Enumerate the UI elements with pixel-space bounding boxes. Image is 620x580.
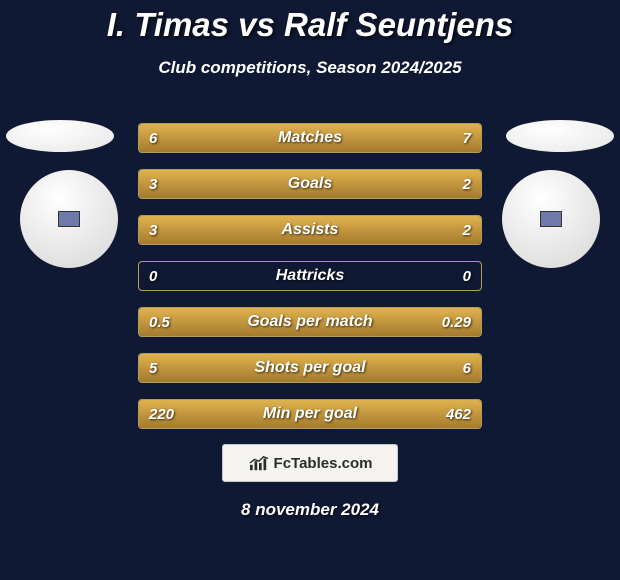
stat-value-left: 3 xyxy=(149,170,157,198)
stat-value-right: 6 xyxy=(463,354,471,382)
stat-value-left: 220 xyxy=(149,400,174,428)
stat-value-left: 0.5 xyxy=(149,308,170,336)
chart-icon xyxy=(248,454,270,472)
player-right-oval xyxy=(506,120,614,152)
player-left-oval xyxy=(6,120,114,152)
stat-label: Hattricks xyxy=(139,262,481,290)
date: 8 november 2024 xyxy=(0,500,620,520)
stat-row: Goals per match0.5 0.29 xyxy=(138,307,482,337)
stat-value-right: 2 xyxy=(463,216,471,244)
stats-bars: Matches67Goals32Assists32Hattricks00Goal… xyxy=(138,123,482,445)
brand-box: FcTables.com xyxy=(222,444,398,482)
brand-text: FcTables.com xyxy=(274,455,373,472)
subtitle: Club competitions, Season 2024/2025 xyxy=(0,58,620,78)
stat-label: Goals xyxy=(139,170,481,198)
player-left-photo xyxy=(20,170,118,268)
stat-value-right: 0 xyxy=(463,262,471,290)
stat-value-left: 3 xyxy=(149,216,157,244)
stat-value-right: 7 xyxy=(463,124,471,152)
stat-row: Hattricks0 0 xyxy=(138,261,482,291)
stat-label: Min per goal xyxy=(139,400,481,428)
stat-label: Goals per match xyxy=(139,308,481,336)
stat-label: Matches xyxy=(139,124,481,152)
stat-value-left: 0 xyxy=(149,262,157,290)
stat-label: Assists xyxy=(139,216,481,244)
stat-value-right: 0.29 xyxy=(442,308,471,336)
page-title: I. Timas vs Ralf Seuntjens xyxy=(0,0,620,44)
stat-row: Goals3 2 xyxy=(138,169,482,199)
stat-row: Assists3 2 xyxy=(138,215,482,245)
player-right-photo xyxy=(502,170,600,268)
stat-row: Min per goal220 462 xyxy=(138,399,482,429)
stat-row: Matches6 7 xyxy=(138,123,482,153)
stat-label: Shots per goal xyxy=(139,354,481,382)
stat-row: Shots per goal5 6 xyxy=(138,353,482,383)
stat-value-right: 462 xyxy=(446,400,471,428)
flag-icon xyxy=(540,211,562,227)
flag-icon xyxy=(58,211,80,227)
stat-value-left: 5 xyxy=(149,354,157,382)
stat-value-right: 2 xyxy=(463,170,471,198)
stat-value-left: 6 xyxy=(149,124,157,152)
